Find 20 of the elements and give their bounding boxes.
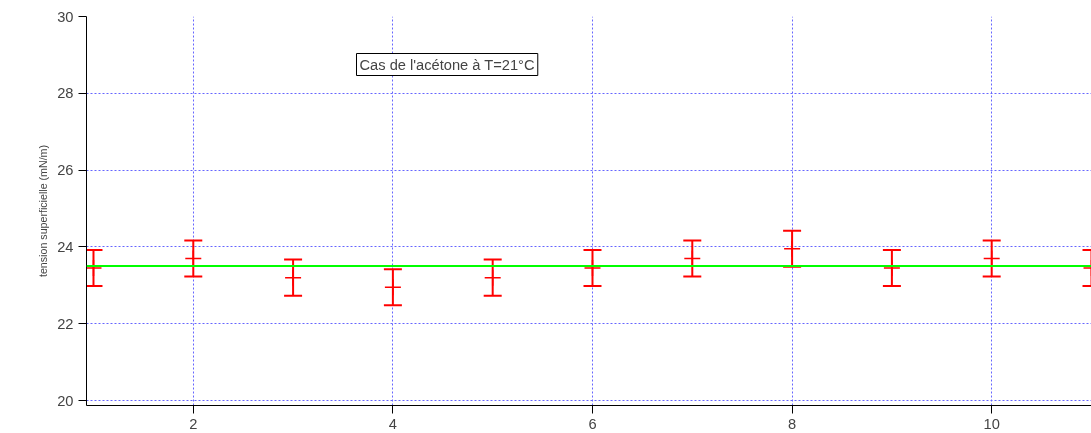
y-tick-label: 22 [57,315,74,332]
x-tick-label: 4 [388,415,397,432]
y-tick-label: 30 [57,8,74,25]
x-tick-label: 6 [588,415,597,432]
point [86,259,103,277]
annotation: Cas de l'acétone à T=21°C [359,56,535,73]
point [783,240,801,258]
y-tick-label: 28 [57,85,74,102]
y-tick-label: 24 [57,238,74,255]
point [583,259,602,277]
point [284,268,302,287]
x-tick-label: 8 [788,415,797,432]
x-tick-label: 2 [189,415,198,432]
point [483,268,502,287]
y-axis-title: tension superficielle (mN/m) [37,144,50,278]
x-tick-label: 10 [983,415,1000,432]
y-tick-label: 20 [57,392,74,409]
point [883,259,901,277]
point [384,278,402,296]
y-tick-label: 26 [57,162,74,179]
